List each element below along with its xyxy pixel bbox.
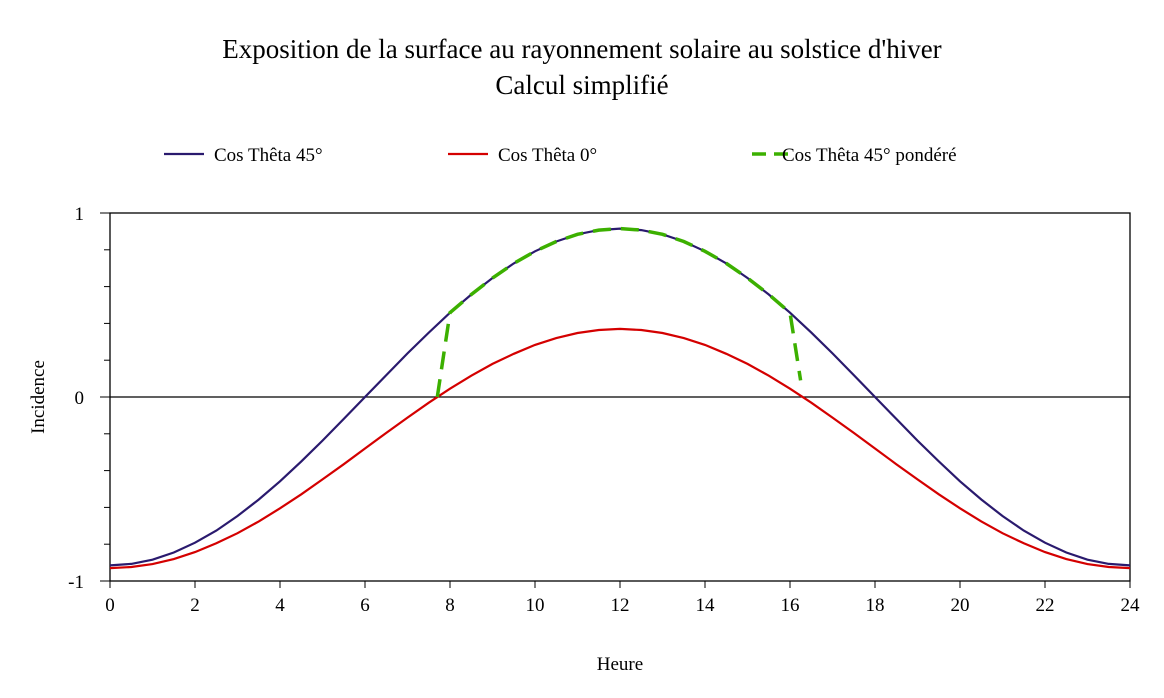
legend-label-0: Cos Thêta 45° xyxy=(214,145,323,166)
chart-subtitle: Calcul simplifié xyxy=(495,70,669,100)
series-line-2 xyxy=(435,226,803,398)
x-tick-label: 18 xyxy=(866,595,885,616)
x-tick-label: 10 xyxy=(526,595,545,616)
y-tick-label: -1 xyxy=(68,572,84,593)
x-tick-label: 20 xyxy=(951,595,970,616)
series-line-0 xyxy=(109,227,1131,567)
x-tick-label: 24 xyxy=(1121,595,1141,616)
y-tick-label: 0 xyxy=(75,388,85,409)
x-tick-label: 4 xyxy=(275,595,285,616)
x-axis-label: Heure xyxy=(597,654,643,675)
series-line-1 xyxy=(109,327,1131,570)
x-tick-label: 6 xyxy=(360,595,370,616)
legend-label-1: Cos Thêta 0° xyxy=(498,145,597,166)
y-axis-label: Incidence xyxy=(28,360,49,434)
chart-title: Exposition de la surface au rayonnement … xyxy=(222,34,942,64)
y-tick-label: 1 xyxy=(75,204,85,225)
x-tick-label: 12 xyxy=(611,595,630,616)
x-tick-label: 22 xyxy=(1036,595,1055,616)
x-tick-label: 2 xyxy=(190,595,200,616)
x-tick-label: 16 xyxy=(781,595,800,616)
x-tick-label: 0 xyxy=(105,595,115,616)
legend-label-2: Cos Thêta 45° pondéré xyxy=(782,145,957,166)
x-tick-label: 14 xyxy=(696,595,716,616)
x-tick-label: 8 xyxy=(445,595,455,616)
